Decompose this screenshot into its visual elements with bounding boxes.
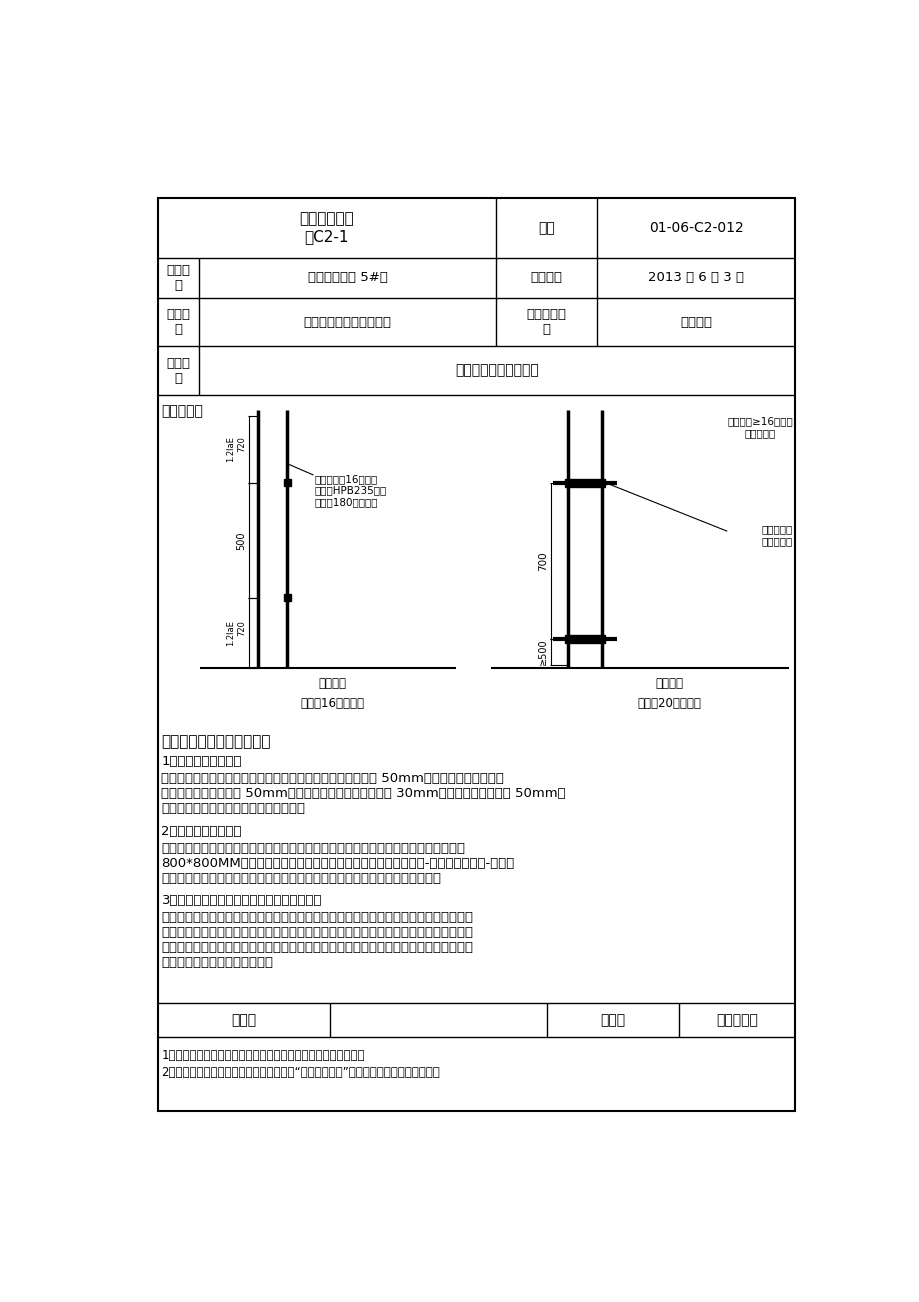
Bar [157, 198, 795, 1111]
Text: 交底提
要: 交底提 要 [166, 357, 190, 384]
Bar [564, 635, 604, 643]
Text: 相邻钢筋交
错机械连接: 相邻钢筋交 错机械连接 [761, 525, 792, 546]
Text: 700: 700 [538, 551, 548, 570]
Text: 接受交底人: 接受交底人 [716, 1013, 757, 1027]
Text: 预防纠正措施：墙体竖向起步筋的位置严格控制距离暗柱主筋 50mm；墙体水平起步筋的位
置严格控制距结构板面 50mm；暗柱箍筋起步筋距结构板面 30mm；梁箍筋: 预防纠正措施：墙体竖向起步筋的位置严格控制距离暗柱主筋 50mm；墙体水平起步筋… [162, 772, 565, 815]
Text: 以直径20钢筋为例: 以直径20钢筋为例 [637, 697, 700, 710]
Text: 谷峰印象三期 5#楼: 谷峰印象三期 5#楼 [307, 271, 387, 284]
Text: 1.2laE
720: 1.2laE 720 [226, 620, 245, 646]
Text: 容城县建筑工程有限公司: 容城县建筑工程有限公司 [303, 315, 391, 328]
Text: 预防纠正措施：底板保护层不一致主要原因为垫块不均匀。施工时要注意下铁垫块间距
800*800MM，间距一定要均匀。马凳高度严格控制（底板板厚度-上下铁钢筋直径-: 预防纠正措施：底板保护层不一致主要原因为垫块不均匀。施工时要注意下铁垫块间距 8… [162, 841, 515, 884]
Text: 2、当做分项工程施工技术交底时，应填写“分项工程名称”栏，其他技术交底可不填写。: 2、当做分项工程施工技术交底时，应填写“分项工程名称”栏，其他技术交底可不填写。 [162, 1066, 440, 1079]
Text: 预防纠正措施：后台下料时，严格控制下料长度，保证锚固长度的同时，要保证下料长度
一致；丝扣必须用保护帽进行保护，防止混凝土的污染预防纠正措施：接箍筋间距要求画
: 预防纠正措施：后台下料时，严格控制下料长度，保证锚固长度的同时，要保证下料长度 … [162, 911, 473, 969]
Text: 技术交底记录
表C2-1: 技术交底记录 表C2-1 [300, 212, 354, 243]
Text: 3、暗柱钢筋接头高度不一致，丝扣无保护帽: 3、暗柱钢筋接头高度不一致，丝扣无保护帽 [162, 894, 322, 907]
Text: ≥500: ≥500 [538, 639, 548, 665]
Text: 交底人: 交底人 [600, 1013, 625, 1027]
Text: 1、起步筋位置不准确: 1、起步筋位置不准确 [162, 755, 242, 768]
Bar [284, 595, 290, 602]
Text: 钢筋直径≥16时采用
机械连接。: 钢筋直径≥16时采用 机械连接。 [727, 417, 792, 437]
Text: 1、本表由施工单位填写，交底单位与接受交底单位各保存一份。: 1、本表由施工单位填写，交底单位与接受交底单位各保存一份。 [162, 1049, 365, 1062]
Text: 基础顶面: 基础顶面 [654, 677, 683, 690]
Text: 2013 年 6 月 3 日: 2013 年 6 月 3 日 [648, 271, 743, 284]
Text: 01-06-C2-012: 01-06-C2-012 [648, 221, 743, 234]
Text: 审核人: 审核人 [232, 1013, 256, 1027]
Text: 工程名
称: 工程名 称 [166, 264, 190, 292]
Text: 钢筋直径＜16时搭接
构造，HPB235钢筋
端头加180度弯头。: 钢筋直径＜16时搭接 构造，HPB235钢筋 端头加180度弯头。 [314, 474, 387, 506]
Text: 分项工程名
称: 分项工程名 称 [526, 309, 566, 336]
Text: 交底日期: 交底日期 [530, 271, 562, 284]
Bar [284, 479, 290, 486]
Text: 五、施工中注意的质量问题: 五、施工中注意的质量问题 [162, 734, 271, 749]
Text: 钢筋工程: 钢筋工程 [679, 315, 711, 328]
Text: 基础顶面: 基础顶面 [318, 677, 346, 690]
Text: 筏板基础钢筋绑扎施工: 筏板基础钢筋绑扎施工 [455, 363, 539, 378]
Text: 编号: 编号 [538, 221, 554, 234]
Bar [564, 479, 604, 487]
Text: 交底内容：: 交底内容： [162, 404, 203, 418]
Text: 以直径16钢筋为例: 以直径16钢筋为例 [300, 697, 364, 710]
Text: 1.2laE
720: 1.2laE 720 [226, 436, 245, 462]
Text: 2、保护层大小不一致: 2、保护层大小不一致 [162, 824, 242, 837]
Text: 500: 500 [235, 531, 245, 549]
Text: 施工单
位: 施工单 位 [166, 309, 190, 336]
